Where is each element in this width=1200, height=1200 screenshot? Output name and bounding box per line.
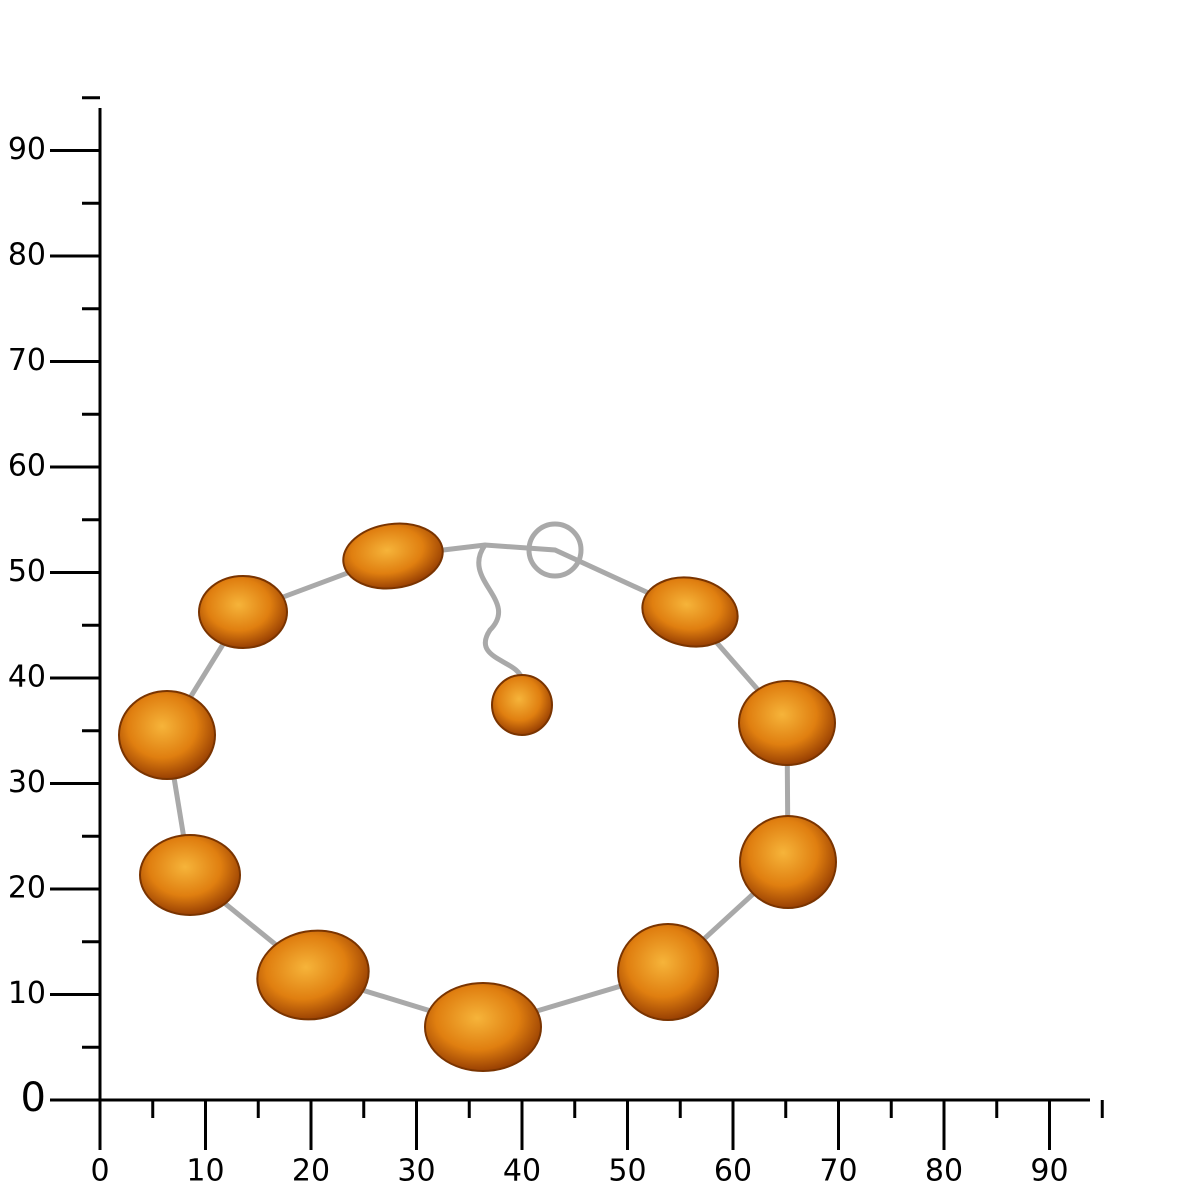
y-tick-label: 40 [8,660,46,695]
amber-stone [139,834,241,916]
x-tick-label: 40 [503,1154,541,1189]
y-tick-label: 70 [8,343,46,378]
extender [476,543,525,681]
amber-stone [342,522,444,590]
x-tick-label: 30 [397,1154,435,1189]
amber-stone [256,929,370,1021]
y-tick-label: 80 [8,238,46,273]
clasp [526,521,584,579]
y-tick-label: 10 [8,976,46,1011]
x-tick-label: 20 [292,1154,330,1189]
amber-stone [617,923,719,1021]
ruler-axes: 0 10 20 30 40 50 60 70 80 90 0 10 20 30 40 50 60 70 80 90 [8,96,1104,1189]
amber-stone [424,982,542,1072]
x-tick-label: 90 [1030,1154,1068,1189]
y-tick-label: 50 [8,554,46,589]
y-tick-label: 30 [8,765,46,800]
y-tick-label: 20 [8,871,46,906]
x-tick-label: 60 [714,1154,752,1189]
amber-stone [739,815,837,909]
bracelet [118,521,837,1072]
amber-stone [118,690,216,780]
y-tick-label: 0 [21,1075,46,1121]
x-tick-label: 50 [608,1154,646,1189]
amber-stone [738,680,836,766]
x-tick-label: 70 [819,1154,857,1189]
y-tick-label: 60 [8,449,46,484]
x-tick-label: 80 [925,1154,963,1189]
amber-bead [491,674,553,736]
amber-stone [641,576,739,648]
amber-stone [198,575,288,649]
y-tick-label: 90 [8,132,46,167]
x-tick-label: 0 [90,1154,109,1189]
x-tick-label: 10 [186,1154,224,1189]
